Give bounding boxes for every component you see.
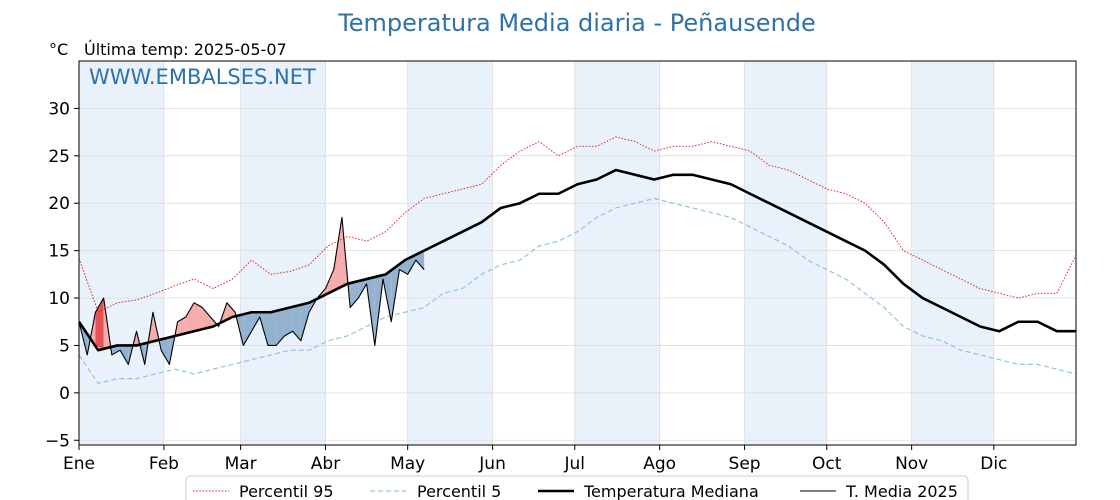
last-temp-label: Última temp: 2025-05-07 <box>84 40 287 59</box>
y-tick-label: 30 <box>48 99 70 119</box>
month-band <box>744 61 827 445</box>
anomaly-fill <box>194 302 203 332</box>
anomaly-fill <box>111 345 121 355</box>
series-line-dashed-blue <box>78 197 1077 384</box>
anomaly-fill <box>177 317 186 336</box>
watermark: WWW.EMBALSES.NET <box>89 65 316 89</box>
x-tick-label: Feb <box>149 454 179 474</box>
x-tick-label: Dic <box>980 454 1007 474</box>
legend-label: T. Media 2025 <box>845 482 958 500</box>
y-tick-label: 20 <box>48 194 70 214</box>
anomaly-fill <box>292 304 301 341</box>
anomaly-fill <box>407 254 416 275</box>
y-tick-label: −5 <box>45 431 70 451</box>
anomaly-fill <box>161 337 170 365</box>
anomaly-fill <box>358 279 367 299</box>
y-ticks: −5 0 5 10 15 20 25 30 <box>45 99 79 451</box>
grid-lines <box>78 61 1076 445</box>
legend-label: Percentil 5 <box>417 482 501 500</box>
x-tick-label: Abr <box>311 454 340 474</box>
anomaly-fill <box>251 312 260 332</box>
y-tick-label: 15 <box>48 242 70 262</box>
x-tick-label: Sep <box>729 454 761 474</box>
anomaly-fill <box>284 306 293 336</box>
legend-label: Temperatura Mediana <box>583 482 759 500</box>
anomaly-fill <box>350 281 359 308</box>
anomaly-fill <box>202 307 211 330</box>
x-ticks: Ene Feb Mar Abr May Jun Jul Ago Sep Oct Nov Dic <box>63 445 1007 474</box>
chart-title: Temperatura Media diaria - Peñausende <box>337 9 816 37</box>
legend-label: Percentil 95 <box>239 482 334 500</box>
x-tick-label: Ene <box>63 454 95 474</box>
anomaly-fill <box>267 310 277 346</box>
y-tick-label: 0 <box>59 384 70 404</box>
legend: Percentil 95 Percentil 5 Temperatura Media… <box>185 475 969 500</box>
y-axis-unit: °C <box>49 40 68 59</box>
month-band <box>574 61 660 445</box>
anomaly-fill <box>415 250 425 270</box>
series-line-solid-thin-black <box>78 216 425 365</box>
month-bands <box>79 61 994 445</box>
x-tick-label: Oct <box>812 454 842 474</box>
month-band <box>79 61 164 445</box>
anomaly-fill <box>276 308 285 346</box>
y-tick-label: 10 <box>48 289 70 309</box>
anomaly-fill <box>226 302 236 320</box>
y-tick-label: 5 <box>59 336 70 356</box>
x-tick-label: Jul <box>564 454 586 474</box>
anomaly-fill <box>120 345 129 365</box>
anomaly-fill <box>243 312 252 346</box>
anomaly-fill <box>300 302 310 341</box>
month-band <box>911 61 994 445</box>
month-band <box>240 61 326 445</box>
series-lines <box>77 136 1077 384</box>
plot-frame <box>78 60 1077 446</box>
x-tick-label: Jun <box>478 454 506 474</box>
series-line-solid-thick-black <box>77 168 1076 352</box>
legend-box <box>185 475 969 500</box>
x-tick-label: Nov <box>895 454 928 474</box>
anomaly-fill <box>333 217 342 291</box>
y-tick-label: 25 <box>48 147 70 167</box>
anomaly-fill <box>185 302 195 334</box>
x-tick-label: Mar <box>225 454 257 474</box>
x-tick-label: May <box>390 454 425 474</box>
anomaly-fill <box>325 269 334 295</box>
x-tick-label: Ago <box>643 454 676 474</box>
